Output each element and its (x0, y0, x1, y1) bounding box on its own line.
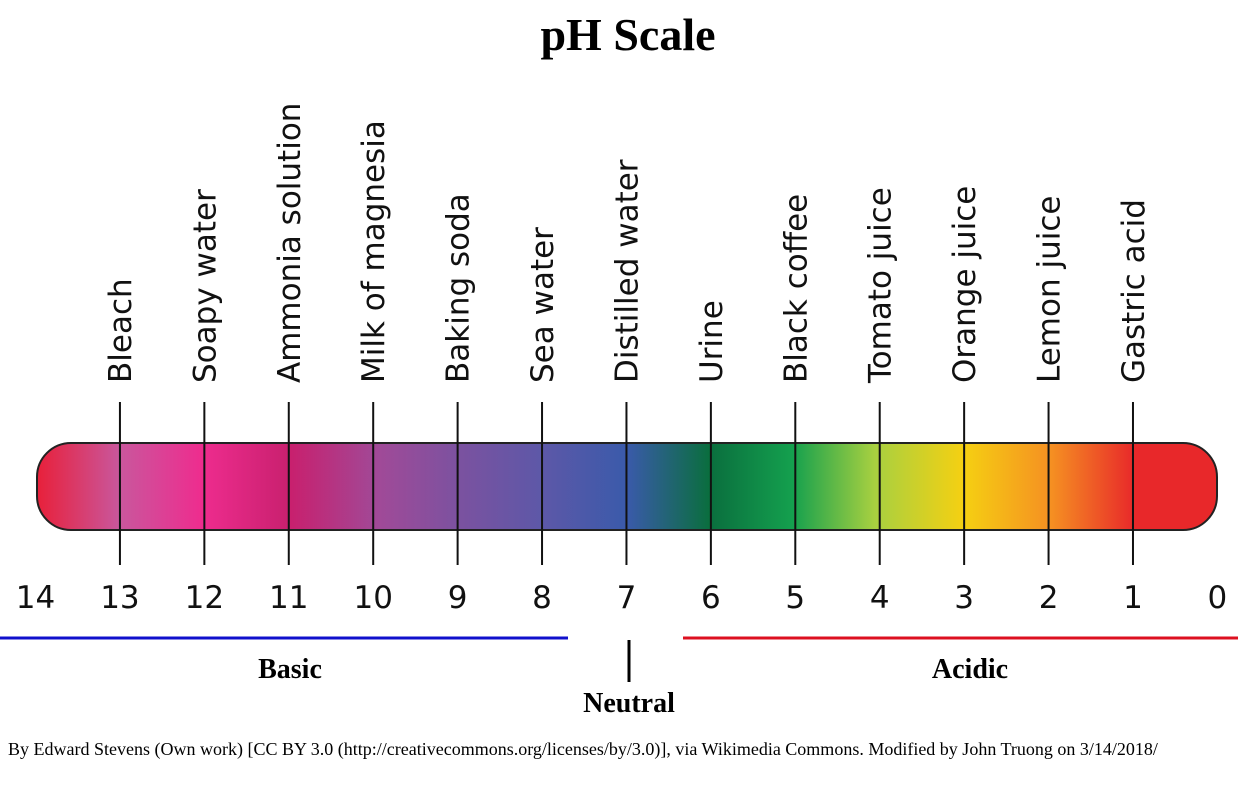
credit: By Edward Stevens (Own work) [CC BY 3.0 … (8, 739, 1158, 759)
tick-label: 1 (1123, 580, 1143, 616)
substance-label: Urine (694, 300, 730, 383)
tick-label: 12 (185, 580, 224, 616)
substance-label: Tomato juice (863, 187, 899, 384)
substance-label: Lemon juice (1032, 196, 1068, 383)
title: pH Scale (540, 9, 715, 60)
tick-label: 2 (1039, 580, 1059, 616)
neutral-label: Neutral (583, 688, 675, 719)
substance-label: Gastric acid (1116, 199, 1152, 383)
tick-label: 10 (353, 580, 392, 616)
tick-label: 4 (870, 580, 890, 616)
substance-label: Distilled water (609, 159, 645, 383)
tick-label: 0 (1208, 580, 1228, 616)
tick-label: 14 (16, 580, 55, 616)
substance-label: Sea water (525, 227, 561, 383)
substance-label: Ammonia solution (272, 103, 308, 383)
tick-label: 8 (532, 580, 552, 616)
tick-label: 3 (954, 580, 974, 616)
tick-label: 11 (269, 580, 308, 616)
substance-label: Orange juice (947, 186, 983, 383)
tick-label: 9 (448, 580, 468, 616)
tick-label: 6 (701, 580, 721, 616)
substance-label: Black coffee (778, 194, 814, 383)
basic-label: Basic (258, 654, 322, 685)
tick-label: 5 (785, 580, 805, 616)
tick-label: 7 (617, 580, 637, 616)
acidic-label: Acidic (932, 654, 1008, 685)
substance-label: Milk of magnesia (356, 120, 392, 383)
substance-label: Bleach (103, 278, 139, 383)
substance-label: Soapy water (187, 189, 223, 383)
substance-label: Baking soda (441, 193, 477, 383)
tick-label: 13 (100, 580, 139, 616)
